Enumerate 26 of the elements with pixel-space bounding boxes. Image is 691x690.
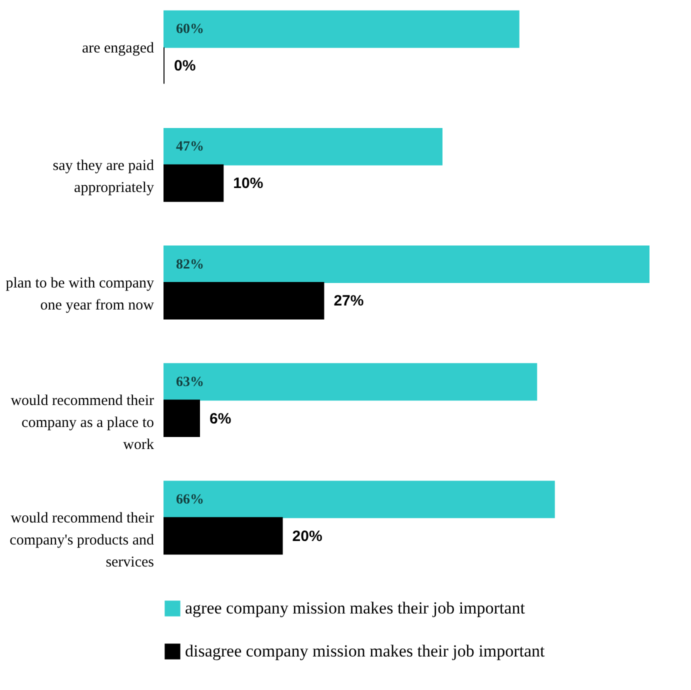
legend-label: disagree company mission makes their job important xyxy=(185,642,546,660)
bar xyxy=(164,400,200,438)
y-tick-label: plan to be with company one year from now xyxy=(6,276,154,314)
bar xyxy=(164,517,283,555)
data-label: 0% xyxy=(174,58,196,75)
y-tick-label: are engaged xyxy=(82,40,154,56)
data-label: 47% xyxy=(176,140,204,155)
data-label: 60% xyxy=(176,22,204,38)
bar xyxy=(164,128,442,166)
bar xyxy=(164,10,520,48)
bar xyxy=(164,480,555,518)
data-label: 27% xyxy=(334,292,364,310)
y-tick-label: would recommend their company as a place to work xyxy=(10,393,154,454)
bar xyxy=(164,363,538,401)
bar xyxy=(164,246,650,283)
legend-label: agree company mission makes their job important xyxy=(185,598,526,618)
data-label: 20% xyxy=(292,528,322,545)
bar xyxy=(164,282,324,320)
y-tick-label: would recommend their company's products and services xyxy=(10,510,154,571)
bar xyxy=(164,164,224,202)
data-label: 66% xyxy=(176,492,204,508)
data-label: 6% xyxy=(209,410,232,428)
y-tick-label: say they are paid appropriately xyxy=(52,158,154,196)
data-label: 82% xyxy=(176,257,204,272)
data-label: 63% xyxy=(176,374,204,390)
data-label: 10% xyxy=(233,175,264,192)
